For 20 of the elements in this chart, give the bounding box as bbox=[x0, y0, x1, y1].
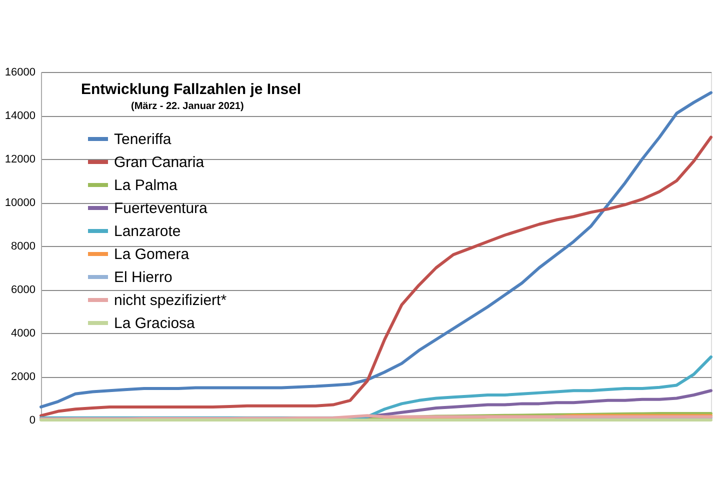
y-tick-label: 2000 bbox=[11, 371, 36, 383]
legend-label: La Palma bbox=[114, 177, 178, 194]
y-tick-label: 14000 bbox=[4, 110, 36, 122]
text: (März - 22. Januar 2021) bbox=[131, 101, 244, 112]
legend-label: Gran Canaria bbox=[114, 154, 205, 171]
legend-label: Lanzarote bbox=[114, 223, 181, 240]
y-tick-label: 12000 bbox=[4, 154, 36, 166]
y-tick-label: 10000 bbox=[4, 197, 36, 209]
legend-label: Teneriffa bbox=[114, 131, 172, 148]
text: Entwicklung Fallzahlen je Insel bbox=[81, 81, 302, 98]
legend-label: nicht spezifiziert* bbox=[114, 292, 227, 309]
legend-label: La Graciosa bbox=[114, 315, 196, 332]
y-tick-label: 16000 bbox=[4, 66, 36, 78]
y-tick-label: 8000 bbox=[11, 240, 36, 252]
legend-label: Fuerteventura bbox=[114, 200, 208, 217]
y-tick-label: 4000 bbox=[11, 328, 36, 340]
y-tick-label: 6000 bbox=[11, 284, 36, 296]
y-tick-label: 0 bbox=[29, 414, 36, 426]
legend-label: La Gomera bbox=[114, 246, 190, 263]
legend-label: El Hierro bbox=[114, 269, 172, 286]
